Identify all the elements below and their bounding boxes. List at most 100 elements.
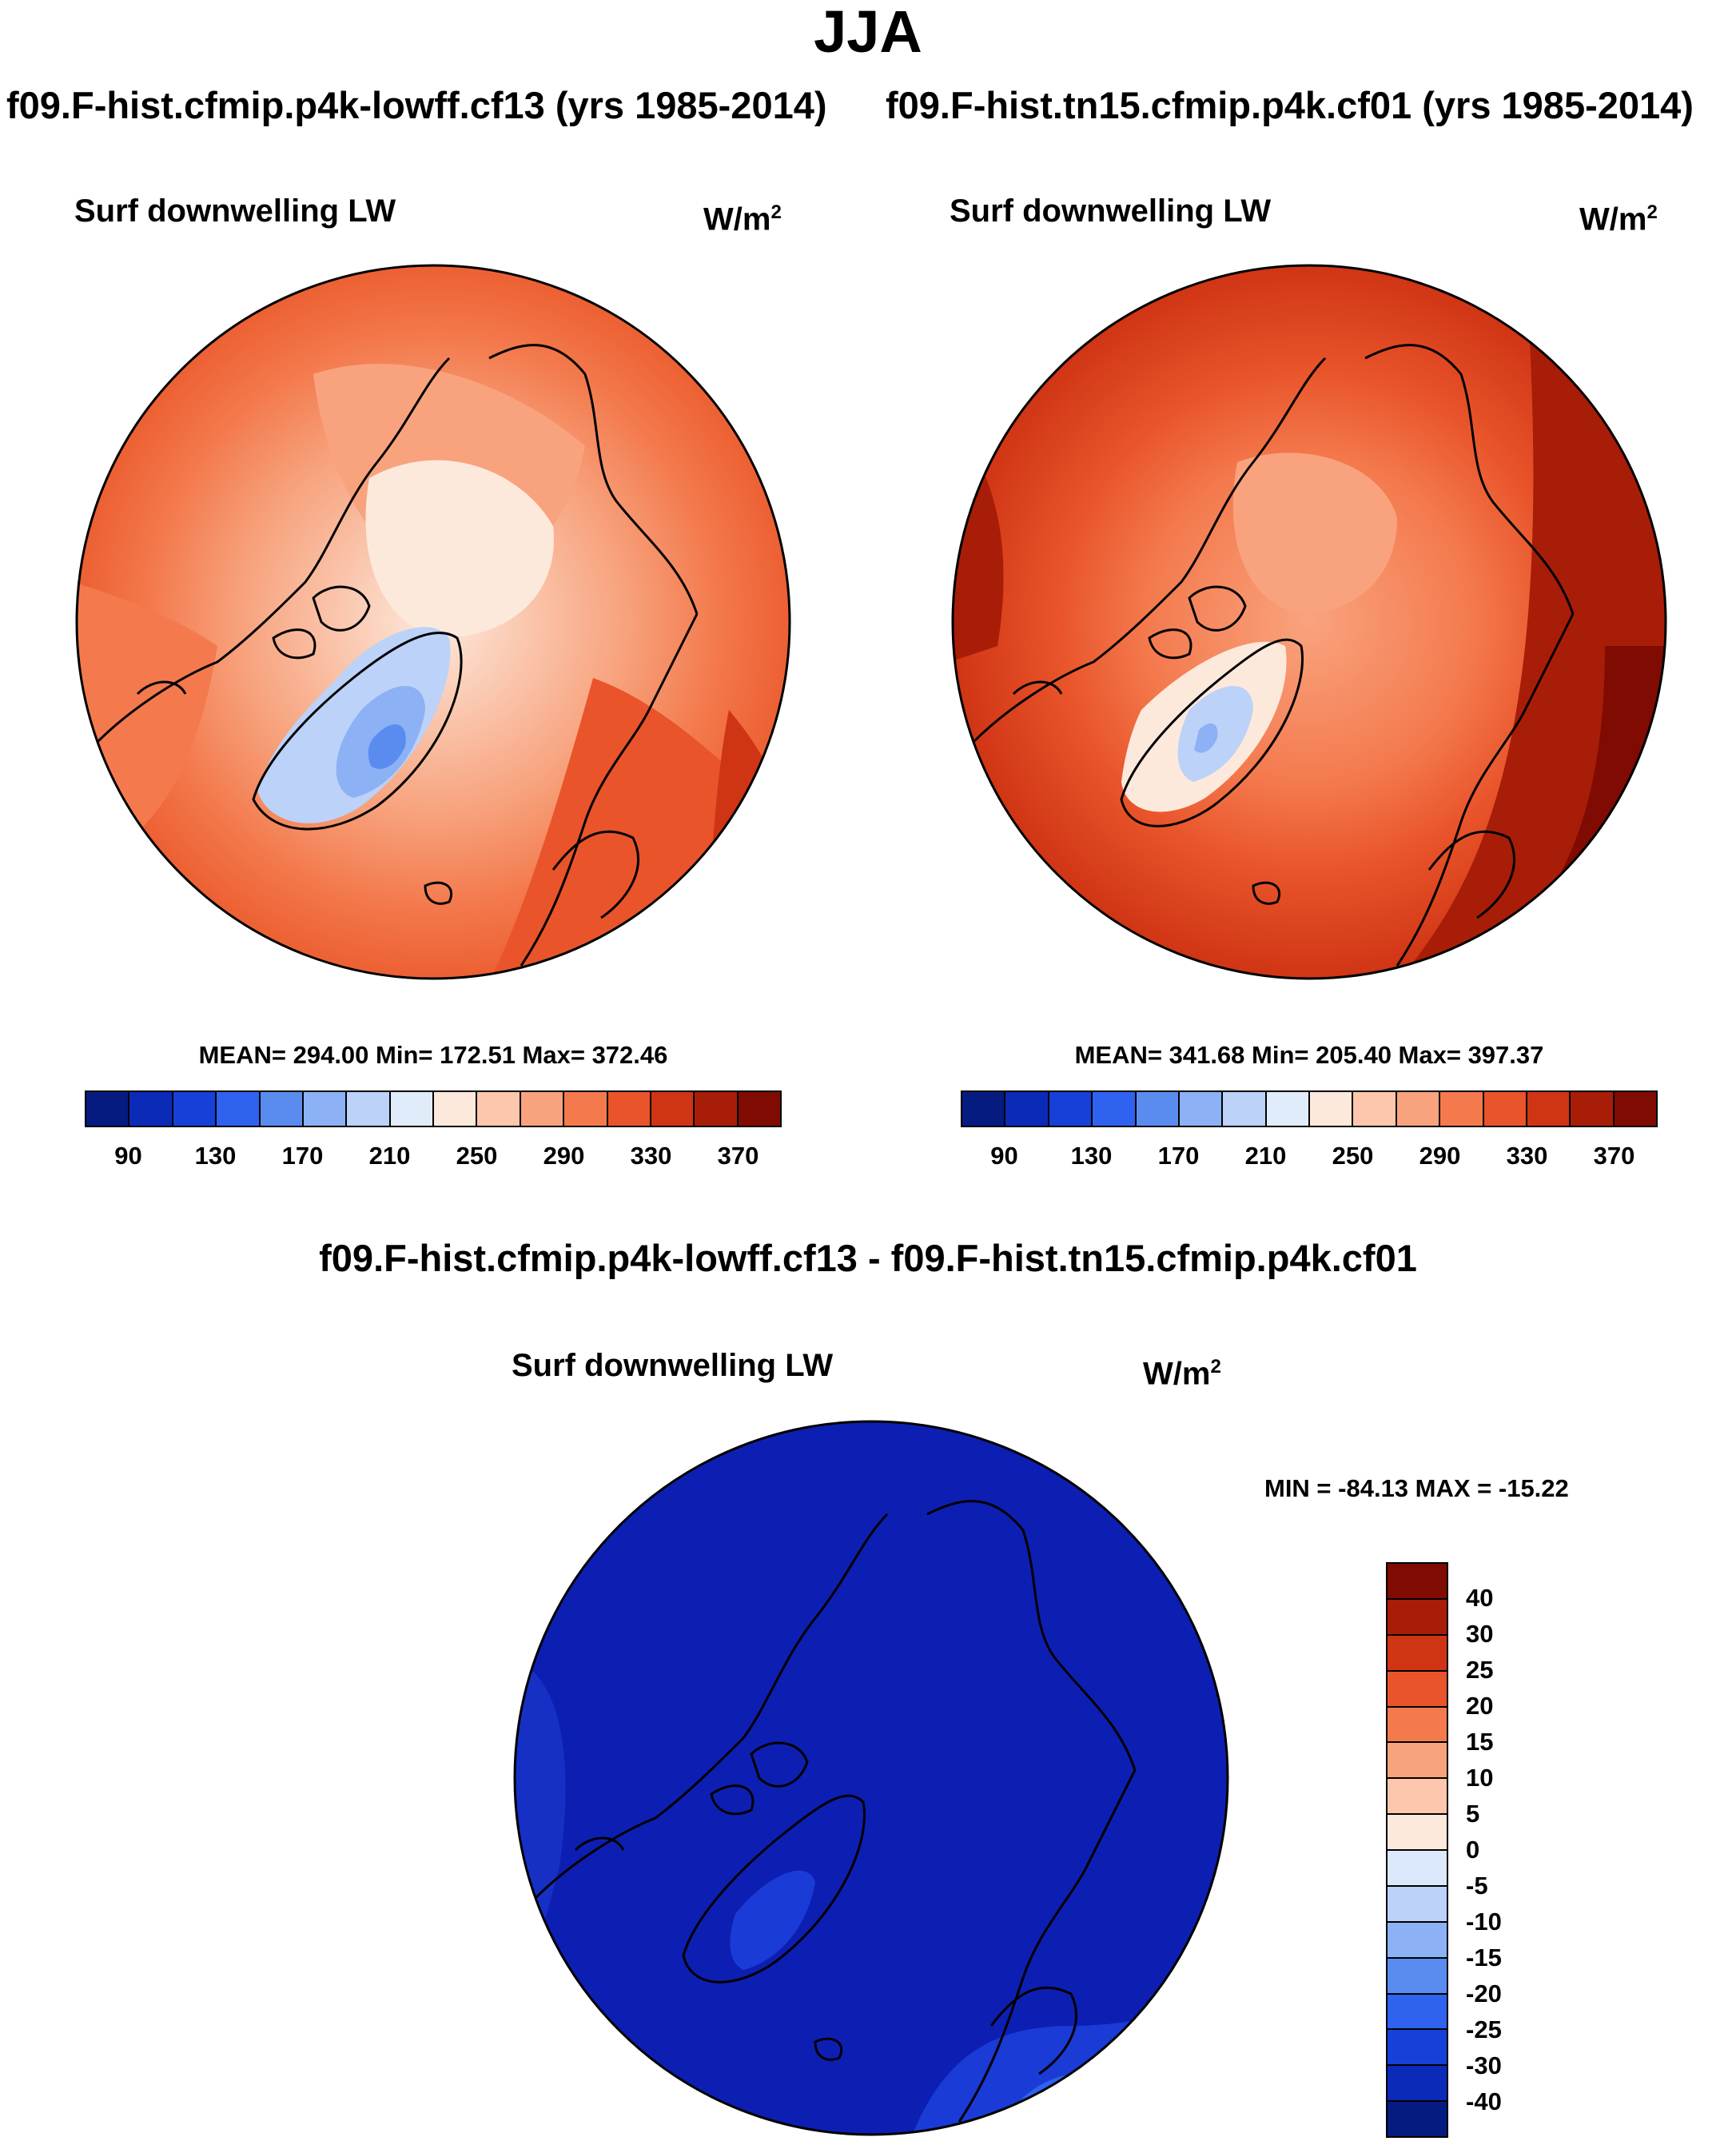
diff-colorbar-tick-label: 20 — [1466, 1692, 1494, 1720]
left-colorbar — [85, 1090, 782, 1127]
left-map-boundary — [75, 264, 791, 980]
diff-colorbar-segment — [1388, 2102, 1447, 2136]
right-colorbar-segment — [1483, 1092, 1527, 1126]
left-colorbar-tick-label: 290 — [543, 1142, 585, 1170]
diff-panel-units: W/m2 — [1143, 1356, 1221, 1392]
left-colorbar-tick-label: 90 — [114, 1142, 142, 1170]
diff-colorbar-tick-label: 10 — [1466, 1764, 1494, 1792]
right-panel-stats: MEAN= 341.68 Min= 205.40 Max= 397.37 — [1074, 1041, 1544, 1069]
diff-field-greenland — [730, 1870, 815, 1970]
left-colorbar-segment — [738, 1092, 780, 1126]
diff-colorbar-segment — [1388, 1958, 1447, 1995]
left-coastlines — [96, 344, 699, 967]
right-colorbar-segment — [1005, 1092, 1049, 1126]
diff-colorbar-segment — [1388, 1564, 1447, 1600]
left-colorbar-segment — [129, 1092, 173, 1126]
right-colorbar-ticks: 90 130 170 210 250 290 330 370 — [961, 1142, 1658, 1174]
diff-colorbar-tick-label: 40 — [1466, 1584, 1494, 1612]
right-colorbar-tick-label: 290 — [1419, 1142, 1461, 1170]
right-colorbar-tick-label: 90 — [990, 1142, 1018, 1170]
diff-colorbar-segment — [1388, 1994, 1447, 2031]
right-colorbar-tick-label: 330 — [1506, 1142, 1548, 1170]
diff-colorbar-tick-label: 0 — [1466, 1836, 1480, 1864]
diff-colorbar-segment — [1388, 2066, 1447, 2103]
difference-title: f09.F-hist.cfmip.p4k-lowff.cf13 - f09.F-… — [319, 1237, 1417, 1279]
case-title-right: f09.F-hist.tn15.cfmip.p4k.cf01 (yrs 1985… — [886, 84, 1694, 126]
right-colorbar-segment — [1440, 1092, 1484, 1126]
right-colorbar-segment — [1093, 1092, 1137, 1126]
diff-colorbar-ticks: 40 30 25 20 15 10 5 0 -5 -10 -15 -20 -25 -30 -40 — [1466, 1562, 1546, 2138]
diff-colorbar-tick-label: 25 — [1466, 1656, 1494, 1684]
diff-panel-stats: MIN = -84.13 MAX = -15.22 — [1264, 1474, 1569, 1502]
right-coastlines — [972, 344, 1575, 967]
left-colorbar-tick-label: 210 — [368, 1142, 411, 1170]
diff-colorbar-segment — [1388, 1886, 1447, 1923]
right-colorbar-tick-label: 170 — [1157, 1142, 1200, 1170]
right-map-boundary — [951, 264, 1667, 980]
right-colorbar-segment — [1223, 1092, 1267, 1126]
right-colorbar-tick-label: 370 — [1593, 1142, 1635, 1170]
left-colorbar-segment — [173, 1092, 217, 1126]
left-field-greenland-min — [368, 724, 406, 769]
right-colorbar-segment — [1136, 1092, 1180, 1126]
right-colorbar-segment — [1266, 1092, 1310, 1126]
diff-colorbar-tick-label: -30 — [1466, 2051, 1502, 2079]
left-field-max — [697, 870, 790, 979]
diff-colorbar-segment — [1388, 1635, 1447, 1672]
diff-colorbar-segment — [1388, 1707, 1447, 1744]
left-panel-units: W/m2 — [703, 201, 782, 237]
left-colorbar-segment — [260, 1092, 304, 1126]
case-title-left: f09.F-hist.cfmip.p4k-lowff.cf13 (yrs 198… — [6, 84, 827, 126]
diff-colorbar-segment — [1388, 1922, 1447, 1959]
left-colorbar-segment — [434, 1092, 478, 1126]
diff-colorbar-tick-label: -5 — [1466, 1872, 1488, 1900]
left-colorbar-tick-label: 170 — [281, 1142, 324, 1170]
left-colorbar-segment — [86, 1092, 130, 1126]
left-panel-variable: Surf downwelling LW — [74, 193, 396, 229]
right-colorbar-tick-label: 250 — [1332, 1142, 1374, 1170]
left-field-arctic-core — [365, 460, 554, 638]
diff-colorbar-tick-label: 30 — [1466, 1620, 1494, 1648]
diff-map-boundary — [513, 1420, 1229, 2136]
diff-colorbar-tick-label: -40 — [1466, 2087, 1502, 2115]
right-colorbar-segment — [962, 1092, 1006, 1126]
difference-polar-map — [513, 1420, 1229, 2136]
diff-colorbar-tick-label: -20 — [1466, 1980, 1502, 2007]
right-colorbar-segment — [1527, 1092, 1571, 1126]
left-colorbar-segment — [520, 1092, 565, 1126]
right-colorbar-segment — [1614, 1092, 1656, 1126]
right-colorbar-segment — [1353, 1092, 1397, 1126]
right-colorbar-segment — [1396, 1092, 1441, 1126]
right-colorbar-tick-label: 130 — [1070, 1142, 1113, 1170]
left-colorbar-ticks: 90 130 170 210 250 290 330 370 — [85, 1142, 782, 1174]
left-colorbar-tick-label: 330 — [630, 1142, 672, 1170]
left-colorbar-segment — [390, 1092, 434, 1126]
left-colorbar-segment — [651, 1092, 695, 1126]
left-colorbar-tick-label: 250 — [456, 1142, 498, 1170]
diff-colorbar-tick-label: 15 — [1466, 1728, 1494, 1756]
right-panel-units: W/m2 — [1579, 201, 1658, 237]
diff-colorbar-segment — [1388, 1671, 1447, 1708]
left-panel-stats: MEAN= 294.00 Min= 172.51 Max= 372.46 — [198, 1041, 668, 1069]
right-field-greenland-min — [1194, 723, 1218, 753]
right-colorbar — [961, 1090, 1658, 1127]
left-colorbar-segment — [347, 1092, 391, 1126]
diff-coastlines — [534, 1500, 1137, 2123]
diff-colorbar-segment — [1388, 1851, 1447, 1887]
left-colorbar-segment — [695, 1092, 739, 1126]
diff-field-base — [515, 1421, 1228, 2135]
diff-colorbar-tick-label: 5 — [1466, 1800, 1480, 1828]
diff-colorbar — [1386, 1562, 1448, 2138]
left-colorbar-segment — [477, 1092, 521, 1126]
right-field-arctic-core — [1232, 453, 1397, 614]
left-colorbar-segment — [217, 1092, 261, 1126]
left-colorbar-segment — [607, 1092, 651, 1126]
right-colorbar-segment — [1571, 1092, 1615, 1126]
right-colorbar-segment — [1310, 1092, 1354, 1126]
diff-colorbar-segment — [1388, 2030, 1447, 2067]
right-polar-map — [951, 264, 1667, 980]
diff-colorbar-tick-label: -25 — [1466, 2015, 1502, 2043]
diff-colorbar-segment — [1388, 1599, 1447, 1636]
diff-colorbar-segment — [1388, 1743, 1447, 1780]
diff-colorbar-tick-label: -10 — [1466, 1908, 1502, 1936]
